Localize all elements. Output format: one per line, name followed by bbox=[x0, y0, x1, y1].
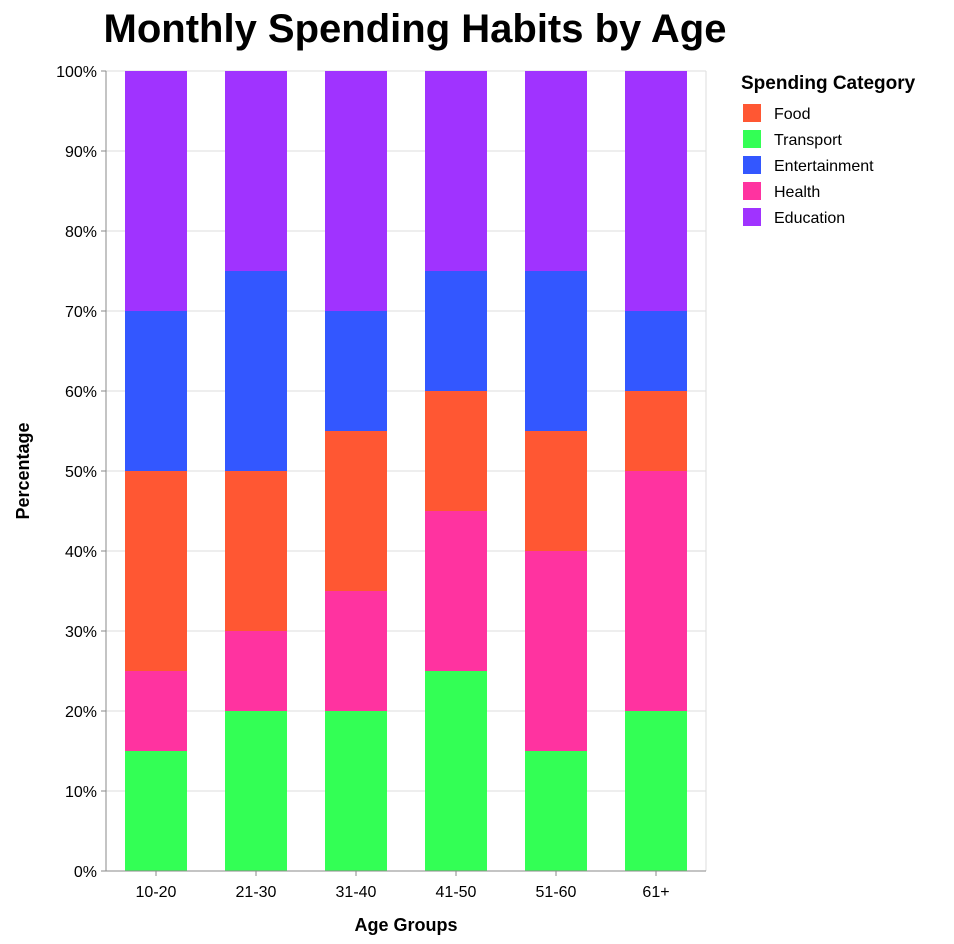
y-tick-label: 60% bbox=[65, 384, 97, 401]
bar-transport-5160 bbox=[525, 751, 587, 871]
bar-food-2130 bbox=[225, 471, 287, 631]
bar-transport-2130 bbox=[225, 711, 287, 871]
x-tick-label: 51-60 bbox=[536, 884, 577, 901]
y-tick-label: 40% bbox=[65, 544, 97, 561]
y-tick-label: 70% bbox=[65, 304, 97, 321]
legend-swatch-transport bbox=[743, 130, 761, 148]
legend-title: Spending Category bbox=[741, 73, 916, 94]
bar-food-3140 bbox=[325, 431, 387, 591]
bar-transport-4150 bbox=[425, 671, 487, 871]
legend-label-transport: Transport bbox=[774, 132, 842, 149]
bar-education-5160 bbox=[525, 71, 587, 271]
y-tick-label: 50% bbox=[65, 464, 97, 481]
legend-swatch-entertainment bbox=[743, 156, 761, 174]
x-tick-label: 31-40 bbox=[336, 884, 377, 901]
legend-swatch-health bbox=[743, 182, 761, 200]
bar-health-5160 bbox=[525, 551, 587, 751]
bar-transport-3140 bbox=[325, 711, 387, 871]
bar-food-4150 bbox=[425, 391, 487, 511]
bar-health-2130 bbox=[225, 631, 287, 711]
bar-entertainment-61 bbox=[625, 311, 687, 391]
bar-education-1020 bbox=[125, 71, 187, 311]
legend-label-education: Education bbox=[774, 210, 845, 227]
bar-education-2130 bbox=[225, 71, 287, 271]
y-axis-title: Percentage bbox=[13, 422, 33, 519]
y-tick-label: 80% bbox=[65, 224, 97, 241]
bar-entertainment-2130 bbox=[225, 271, 287, 471]
bar-transport-61 bbox=[625, 711, 687, 871]
y-tick-label: 100% bbox=[56, 64, 97, 81]
y-tick-label: 90% bbox=[65, 144, 97, 161]
bars bbox=[125, 71, 687, 871]
legend-label-entertainment: Entertainment bbox=[774, 158, 874, 175]
axes: 0% 10% 20% 30% 40% 50% 60% 70% 80% 90% 100% 10-20 21… bbox=[56, 64, 706, 901]
y-tick-label: 30% bbox=[65, 624, 97, 641]
chart-title: Monthly Spending Habits by Age bbox=[104, 7, 727, 51]
x-tick-label: 10-20 bbox=[136, 884, 177, 901]
legend-label-health: Health bbox=[774, 184, 820, 201]
grid-lines bbox=[106, 70, 707, 872]
y-tick-label: 10% bbox=[65, 784, 97, 801]
bar-transport-1020 bbox=[125, 751, 187, 871]
x-tick-label: 61+ bbox=[642, 884, 669, 901]
y-tick-label: 20% bbox=[65, 704, 97, 721]
x-tick-label: 21-30 bbox=[236, 884, 277, 901]
bar-entertainment-1020 bbox=[125, 311, 187, 471]
bar-entertainment-5160 bbox=[525, 271, 587, 431]
bar-education-4150 bbox=[425, 71, 487, 271]
bar-health-4150 bbox=[425, 511, 487, 671]
bar-health-3140 bbox=[325, 591, 387, 711]
bar-entertainment-4150 bbox=[425, 271, 487, 391]
bar-education-61 bbox=[625, 71, 687, 311]
bar-entertainment-3140 bbox=[325, 311, 387, 431]
bar-health-1020 bbox=[125, 671, 187, 751]
legend-swatch-food bbox=[743, 104, 761, 122]
bar-food-1020 bbox=[125, 471, 187, 671]
bar-education-3140 bbox=[325, 71, 387, 311]
legend-swatch-education bbox=[743, 208, 761, 226]
x-tick-label: 41-50 bbox=[436, 884, 477, 901]
x-axis-title: Age Groups bbox=[354, 915, 457, 935]
legend: Spending Category Food Transport Entertain… bbox=[741, 73, 916, 227]
bar-food-5160 bbox=[525, 431, 587, 551]
y-tick-label: 0% bbox=[74, 864, 97, 881]
bar-health-61 bbox=[625, 471, 687, 711]
legend-label-food: Food bbox=[774, 106, 810, 123]
bar-food-61 bbox=[625, 391, 687, 471]
